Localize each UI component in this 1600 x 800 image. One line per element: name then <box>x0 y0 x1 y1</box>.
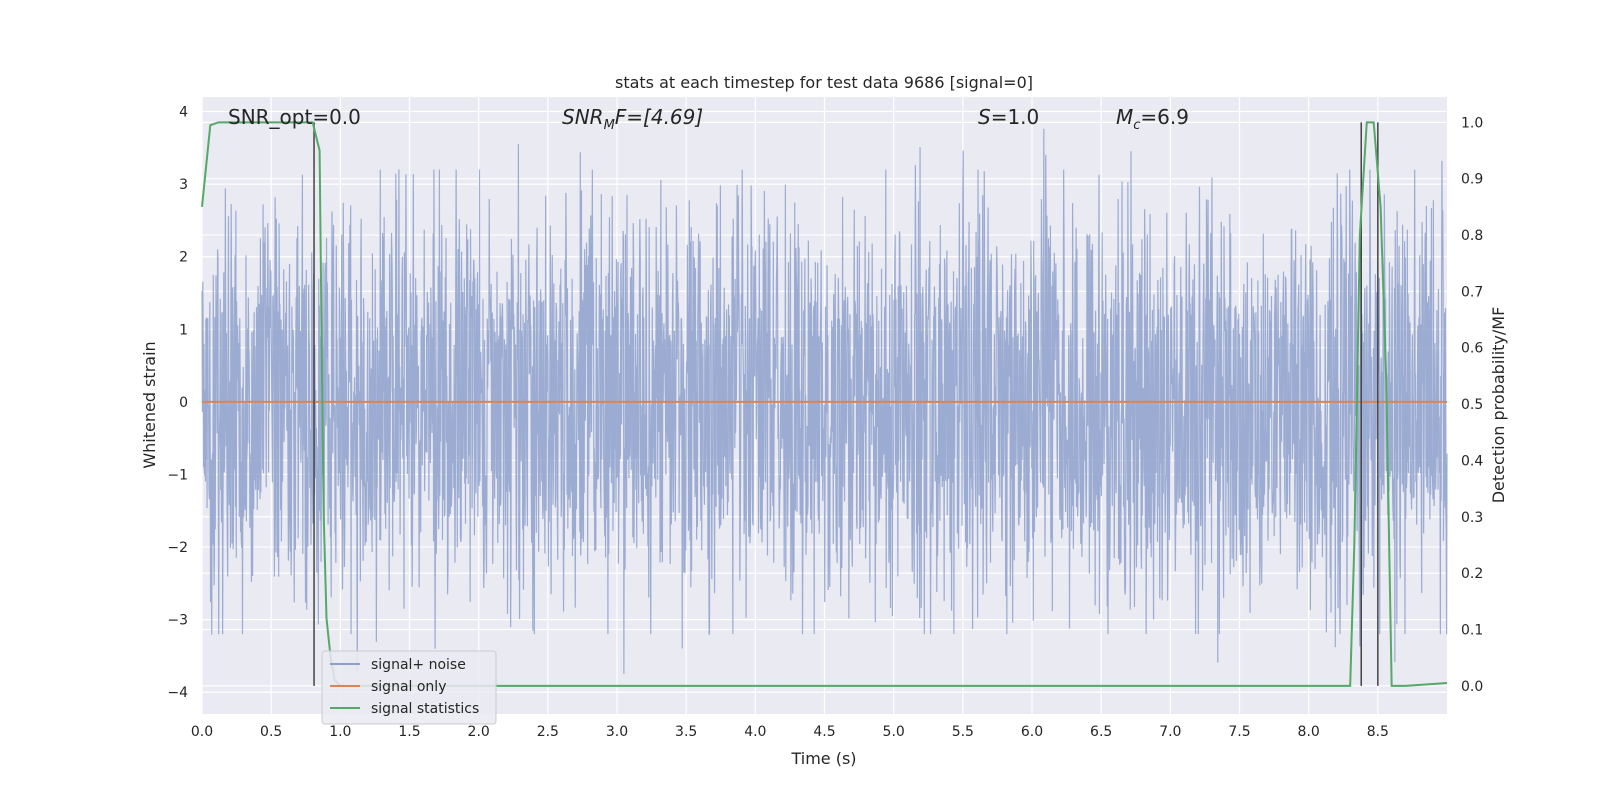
x-tick-4: 2.0 <box>468 724 490 740</box>
y-left-tick-2: −2 <box>167 540 188 556</box>
y-left-tick-4: 0 <box>179 395 188 411</box>
noise-line <box>201 128 1448 674</box>
legend-label-noise: signal+ noise <box>371 657 466 673</box>
y-left-tick-8: 4 <box>179 105 188 121</box>
x-tick-labels: 0.0 0.5 1.0 1.5 2.0 2.5 3.0 3.5 4.0 4.5 5.0 5.5 6.0 6… <box>191 724 1389 740</box>
y-right-tick-3: 0.3 <box>1461 510 1483 526</box>
y-left-tick-7: 3 <box>179 177 188 193</box>
y-right-tick-2: 0.2 <box>1461 566 1483 582</box>
annotation-mc-base: M <box>1116 105 1133 129</box>
x-tick-2: 1.0 <box>329 724 351 740</box>
x-tick-12: 6.0 <box>1021 724 1043 740</box>
x-tick-17: 8.5 <box>1367 724 1389 740</box>
x-axis-label: Time (s) <box>790 749 856 768</box>
x-tick-3: 1.5 <box>398 724 420 740</box>
x-tick-0: 0.0 <box>191 724 213 740</box>
annotation-snr-mf-base: SNR <box>562 105 604 129</box>
legend-box <box>321 650 497 725</box>
legend-label-statistics: signal statistics <box>371 701 479 717</box>
y-right-tick-8: 0.8 <box>1461 228 1483 244</box>
x-tick-9: 4.5 <box>813 724 835 740</box>
y-right-tick-9: 0.9 <box>1461 172 1483 188</box>
x-tick-7: 3.5 <box>675 724 697 740</box>
y-right-tick-6: 0.6 <box>1461 341 1483 357</box>
x-tick-11: 5.5 <box>952 724 974 740</box>
legend: signal+ noise signal only signal statist… <box>321 650 497 725</box>
y-left-tick-labels: −4 −3 −2 −1 0 1 2 3 4 <box>167 105 188 702</box>
x-tick-1: 0.5 <box>260 724 282 740</box>
y-left-tick-1: −3 <box>167 613 188 629</box>
annotation-snr-opt: SNR_opt=0.0 <box>228 105 361 129</box>
annotation-snr-mf: SNRMF=[4.69] <box>562 105 703 133</box>
y-left-tick-0: −4 <box>167 685 188 701</box>
annotation-mc-sub: c <box>1133 118 1140 133</box>
x-tick-14: 7.0 <box>1159 724 1181 740</box>
annotation-s-rest: =1.0 <box>991 105 1040 129</box>
y-left-tick-5: 1 <box>179 322 188 338</box>
x-tick-16: 8.0 <box>1298 724 1320 740</box>
y-right-tick-1: 0.1 <box>1461 622 1483 638</box>
annotation-mc-rest: =6.9 <box>1140 105 1189 129</box>
chart-title: stats at each timestep for test data 968… <box>615 73 1033 92</box>
y-right-tick-10: 1.0 <box>1461 115 1483 131</box>
y-right-tick-0: 0.0 <box>1461 679 1483 695</box>
legend-label-signal: signal only <box>371 679 446 695</box>
x-tick-6: 3.0 <box>606 724 628 740</box>
annotation-s: S=1.0 <box>978 105 1039 129</box>
y-right-tick-5: 0.5 <box>1461 397 1483 413</box>
x-tick-8: 4.0 <box>744 724 766 740</box>
y-right-tick-7: 0.7 <box>1461 284 1483 300</box>
x-tick-13: 6.5 <box>1090 724 1112 740</box>
annotation-snr-mf-sub: M <box>604 118 615 133</box>
series-signal-noise <box>201 128 1448 674</box>
annotation-s-var: S <box>978 105 991 129</box>
y-axis-label-right: Detection probability/MF <box>1489 307 1508 504</box>
x-tick-15: 7.5 <box>1228 724 1250 740</box>
y-right-tick-labels: 0.0 0.1 0.2 0.3 0.4 0.5 0.6 0.7 0.8 0.9 1.0 <box>1461 115 1483 694</box>
x-tick-10: 5.0 <box>883 724 905 740</box>
annotation-snr-mf-rest: F=[4.69] <box>615 105 703 129</box>
y-left-tick-3: −1 <box>167 467 188 483</box>
y-right-tick-4: 0.4 <box>1461 453 1483 469</box>
y-left-tick-6: 2 <box>179 250 188 266</box>
y-axis-label-left: Whitened strain <box>140 341 159 468</box>
x-tick-5: 2.5 <box>537 724 559 740</box>
annotation-mc: Mc=6.9 <box>1116 105 1189 133</box>
